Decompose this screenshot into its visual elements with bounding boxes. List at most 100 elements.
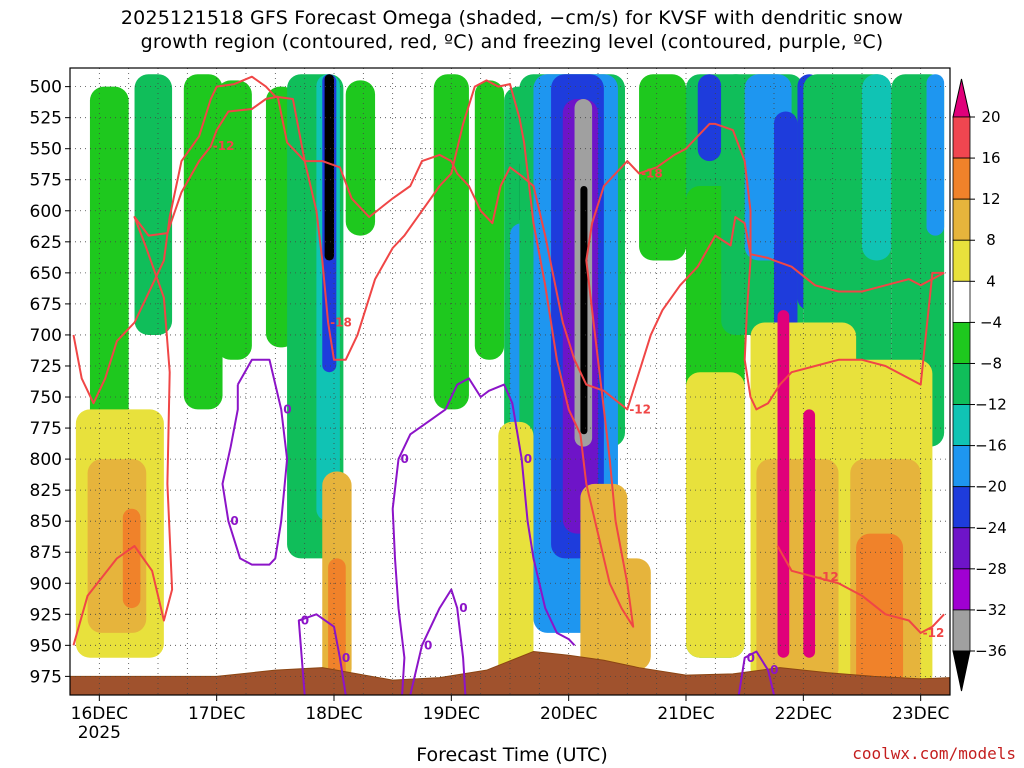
colorbar-segment (952, 404, 971, 447)
omega-cell (324, 74, 334, 261)
x-tick-label: 22DEC (775, 704, 832, 724)
y-tick-label: 600 (30, 202, 62, 222)
freezing-contour-label: 0 (770, 663, 778, 677)
dgz-contour-label: -18 (330, 316, 352, 330)
colorbar-label: −24 (975, 519, 1007, 537)
omega-cell (216, 80, 252, 360)
dgz-contour-label: -18 (641, 167, 663, 181)
y-tick-label: 650 (30, 264, 62, 284)
freezing-contour-label: 0 (301, 614, 309, 628)
colorbar-label: 12 (981, 190, 1000, 208)
colorbar-segment (952, 157, 971, 200)
omega-cell (686, 372, 745, 658)
y-tick-label: 575 (30, 171, 62, 191)
colorbar-top-arrow (952, 78, 971, 118)
colorbar-label: −16 (975, 437, 1007, 455)
x-tick-year: 2025 (78, 723, 121, 743)
dgz-contour-label: -12 (817, 570, 839, 584)
y-tick-label: 825 (30, 481, 62, 501)
colorbar-label: −4 (980, 313, 1002, 331)
y-tick-label: 900 (30, 574, 62, 594)
y-tick-label: 925 (30, 605, 62, 625)
y-tick-label: 550 (30, 140, 62, 160)
y-tick-label: 950 (30, 636, 62, 656)
colorbar: 20 16 12 8 4 −4 −8 −12 −16 −20 −24 −28 −32 −36 (952, 78, 1007, 692)
y-tick-label: 500 (30, 78, 62, 98)
y-tick-label: 750 (30, 388, 62, 408)
omega-cell (856, 533, 904, 689)
colorbar-segment (952, 116, 971, 159)
y-tick-label: 800 (30, 450, 62, 470)
colorbar-segment (952, 527, 971, 570)
freezing-contour-label: 0 (230, 514, 238, 528)
colorbar-label: −32 (975, 601, 1007, 619)
omega-shading (75, 74, 945, 689)
colorbar-label: −12 (975, 396, 1007, 414)
freezing-contour-label: 0 (459, 601, 467, 615)
omega-cell (328, 558, 346, 683)
y-axis: 500 525 550 575 600 625 650 675 700 725 750 775 800 8… (30, 78, 70, 687)
x-tick-label: 19DEC (423, 704, 480, 724)
x-tick-label: 20DEC (540, 704, 597, 724)
chart-title: 2025121518 GFS Forecast Omega (shaded, −… (0, 6, 1024, 54)
plot-frame (69, 67, 951, 696)
dgz-contour-label: -12 (923, 626, 945, 640)
omega-cell (345, 80, 376, 236)
dgz-contour-label: -12 (213, 139, 235, 153)
omega-cell (756, 459, 839, 683)
dgz-contour-label: -12 (629, 402, 651, 416)
omega-cell (777, 310, 790, 658)
dgz-contour (72, 75, 945, 628)
freezing-contour-label: 0 (342, 651, 350, 665)
omega-cell (433, 74, 469, 410)
chart-title-line2: growth region (contoured, red, ºC) and f… (140, 31, 884, 53)
colorbar-segment (952, 568, 971, 611)
colorbar-label: −36 (975, 642, 1007, 660)
y-tick-label: 975 (30, 667, 62, 687)
dgz-contour (72, 95, 945, 646)
omega-cell (639, 74, 686, 261)
colorbar-segment (952, 321, 971, 364)
omega-cell (122, 508, 141, 609)
freezing-contour-label: 0 (524, 452, 532, 466)
x-tick-label: 17DEC (188, 704, 245, 724)
x-tick-label: 23DEC (892, 704, 949, 724)
colorbar-segment (952, 198, 971, 241)
freezing-contour (221, 358, 289, 566)
colorbar-label: −8 (980, 354, 1002, 372)
freezing-contour-label: 0 (401, 452, 409, 466)
contours: -12 -12 -18 -18 -12 -12 0 0 0 0 0 0 0 0 0 0 (72, 75, 945, 695)
x-tick-label: 21DEC (657, 704, 714, 724)
colorbar-segment (952, 609, 971, 652)
omega-cell (603, 558, 651, 671)
colorbar-label: −20 (975, 478, 1007, 496)
y-tick-label: 850 (30, 512, 62, 532)
y-tick-label: 875 (30, 543, 62, 563)
x-tick-label: 18DEC (305, 704, 362, 724)
dgz-contour (776, 545, 945, 634)
x-tick-label: 16DEC (71, 704, 128, 724)
colorbar-label: 20 (981, 108, 1000, 126)
freezing-contour-label: 0 (283, 402, 291, 416)
colorbar-segment (952, 280, 971, 323)
freezing-contour-label: 0 (424, 638, 432, 652)
omega-cell (89, 86, 129, 484)
y-tick-label: 625 (30, 233, 62, 253)
freezing-contour (737, 650, 775, 695)
colorbar-segment (952, 363, 971, 405)
y-tick-label: 525 (30, 109, 62, 129)
x-axis-label: Forecast Time (UTC) (416, 744, 608, 766)
y-tick-label: 700 (30, 326, 62, 346)
omega-cell (803, 409, 816, 658)
colorbar-segment (952, 239, 971, 282)
credit-link[interactable]: coolwx.com/models (852, 744, 1016, 763)
omega-cell (580, 185, 588, 435)
colorbar-bottom-arrow (952, 650, 971, 692)
omega-cell (774, 111, 798, 360)
colorbar-label: 8 (986, 231, 996, 249)
colorbar-segment (952, 486, 971, 529)
colorbar-label: −28 (975, 560, 1007, 578)
colorbar-segment (952, 445, 971, 488)
omega-cell (862, 74, 892, 261)
